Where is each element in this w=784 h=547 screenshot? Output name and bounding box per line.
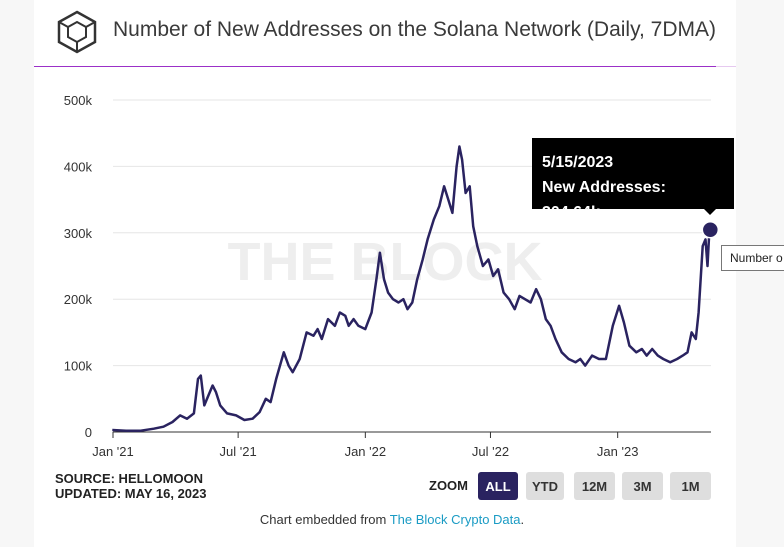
chart-title: Number of New Addresses on the Solana Ne… bbox=[113, 18, 717, 41]
y-axis-tick-labels: 0 100k 200k 300k 400k 500k bbox=[64, 93, 93, 440]
zoom-label: ZOOM bbox=[429, 478, 468, 493]
tooltip-date: 5/15/2023 bbox=[542, 154, 614, 171]
x-tick-label: Jan '21 bbox=[92, 444, 134, 459]
source-info: SOURCE: HELLOMOON UPDATED: MAY 16, 2023 bbox=[55, 471, 207, 501]
y-tick-label: 200k bbox=[64, 292, 93, 307]
zoom-button-1m[interactable]: 1M bbox=[670, 472, 711, 500]
x-tick-label: Jan '22 bbox=[345, 444, 387, 459]
source-text: SOURCE: HELLOMOON bbox=[55, 471, 204, 486]
title-divider bbox=[34, 66, 716, 67]
series-line-new-addresses[interactable] bbox=[112, 145, 712, 432]
series-label-tag: Number o bbox=[721, 245, 784, 271]
embed-credit: Chart embedded from The Block Crypto Dat… bbox=[0, 512, 784, 527]
zoom-button-3m[interactable]: 3M bbox=[622, 472, 663, 500]
zoom-button-12m[interactable]: 12M bbox=[574, 472, 615, 500]
x-tick-label: Jan '23 bbox=[597, 444, 639, 459]
updated-text: UPDATED: MAY 16, 2023 bbox=[55, 486, 207, 501]
y-tick-label: 400k bbox=[64, 159, 93, 174]
embed-prefix: Chart embedded from bbox=[259, 512, 387, 527]
highlight-point[interactable] bbox=[701, 220, 720, 239]
title-divider-fade bbox=[716, 66, 736, 67]
y-tick-label: 100k bbox=[64, 359, 93, 374]
embed-link[interactable]: The Block Crypto Data bbox=[389, 512, 521, 527]
x-tick-label: Jul '21 bbox=[220, 444, 257, 459]
the-block-logo-icon bbox=[57, 10, 97, 54]
x-axis-tick-labels: Jan '21 Jul '21 Jan '22 Jul '22 Jan '23 bbox=[92, 432, 638, 459]
y-tick-label: 300k bbox=[64, 226, 93, 241]
tooltip-pointer bbox=[703, 208, 717, 215]
y-tick-label: 0 bbox=[85, 425, 92, 440]
x-tick-label: Jul '22 bbox=[472, 444, 509, 459]
chart-card bbox=[34, 0, 736, 547]
y-tick-label: 500k bbox=[64, 93, 93, 108]
tooltip-value: New Addresses: 304.64k bbox=[542, 179, 666, 221]
zoom-button-all[interactable]: ALL bbox=[478, 472, 518, 500]
tooltip: 5/15/2023 New Addresses: 304.64k bbox=[532, 138, 734, 221]
embed-suffix: . bbox=[520, 512, 525, 527]
zoom-button-ytd[interactable]: YTD bbox=[526, 472, 564, 500]
